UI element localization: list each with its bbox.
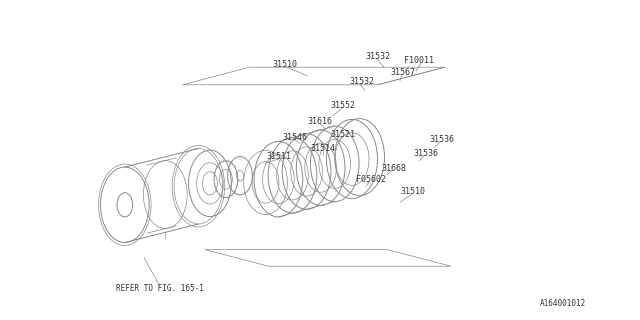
Text: 31532: 31532	[365, 52, 390, 60]
Text: 31514: 31514	[310, 144, 336, 153]
Text: F05602: F05602	[356, 175, 386, 184]
Text: REFER TO FIG. 165-1: REFER TO FIG. 165-1	[116, 284, 204, 293]
Text: 31510: 31510	[272, 60, 298, 68]
Text: 31511: 31511	[266, 152, 291, 161]
Text: F10011: F10011	[404, 56, 434, 65]
Text: 31668: 31668	[381, 164, 406, 172]
Text: 31552: 31552	[330, 101, 355, 110]
Text: 31567: 31567	[390, 68, 416, 76]
Text: A164001012: A164001012	[540, 300, 586, 308]
Text: 31536: 31536	[413, 149, 438, 158]
Text: 31536: 31536	[429, 135, 454, 144]
Text: 31532: 31532	[349, 77, 374, 86]
Text: 31546: 31546	[282, 133, 307, 142]
Text: 31521: 31521	[330, 130, 355, 139]
Text: 31616: 31616	[307, 117, 333, 126]
Text: 31510: 31510	[400, 188, 426, 196]
